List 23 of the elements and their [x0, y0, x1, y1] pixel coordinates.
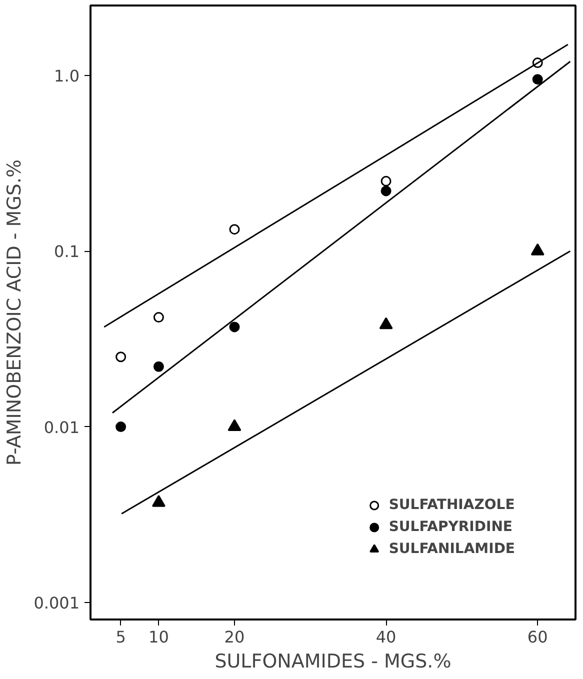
- y-tick-label: 0.1: [54, 242, 80, 262]
- legend-label: SULFAPYRIDINE: [388, 519, 512, 535]
- point: [153, 361, 164, 372]
- x-tick-label: 60: [527, 628, 548, 646]
- legend-label: SULFANILAMIDE: [388, 541, 515, 557]
- point: [380, 186, 392, 196]
- point: [380, 176, 392, 186]
- x-tick-label: 5: [116, 628, 126, 646]
- point: [229, 322, 240, 332]
- x-axis-title: SULFONAMIDES - MGS.%: [214, 650, 452, 672]
- y-tick-label: 1.0: [54, 66, 80, 86]
- legend-label: SULFATHIAZOLE: [388, 497, 515, 513]
- y-tick-label: 0.001: [34, 593, 80, 612]
- point: [116, 422, 126, 432]
- y-axis-title: P-AMINOBENZOIC ACID - MGS.%: [4, 159, 26, 466]
- y-tick-label: 0.01: [44, 418, 80, 437]
- point: [532, 74, 543, 85]
- x-tick-label: 20: [224, 628, 245, 646]
- x-tick-label: 10: [148, 628, 169, 646]
- point: [116, 352, 126, 362]
- point: [229, 224, 240, 235]
- x-tick-label: 40: [376, 628, 396, 646]
- point: [153, 312, 164, 323]
